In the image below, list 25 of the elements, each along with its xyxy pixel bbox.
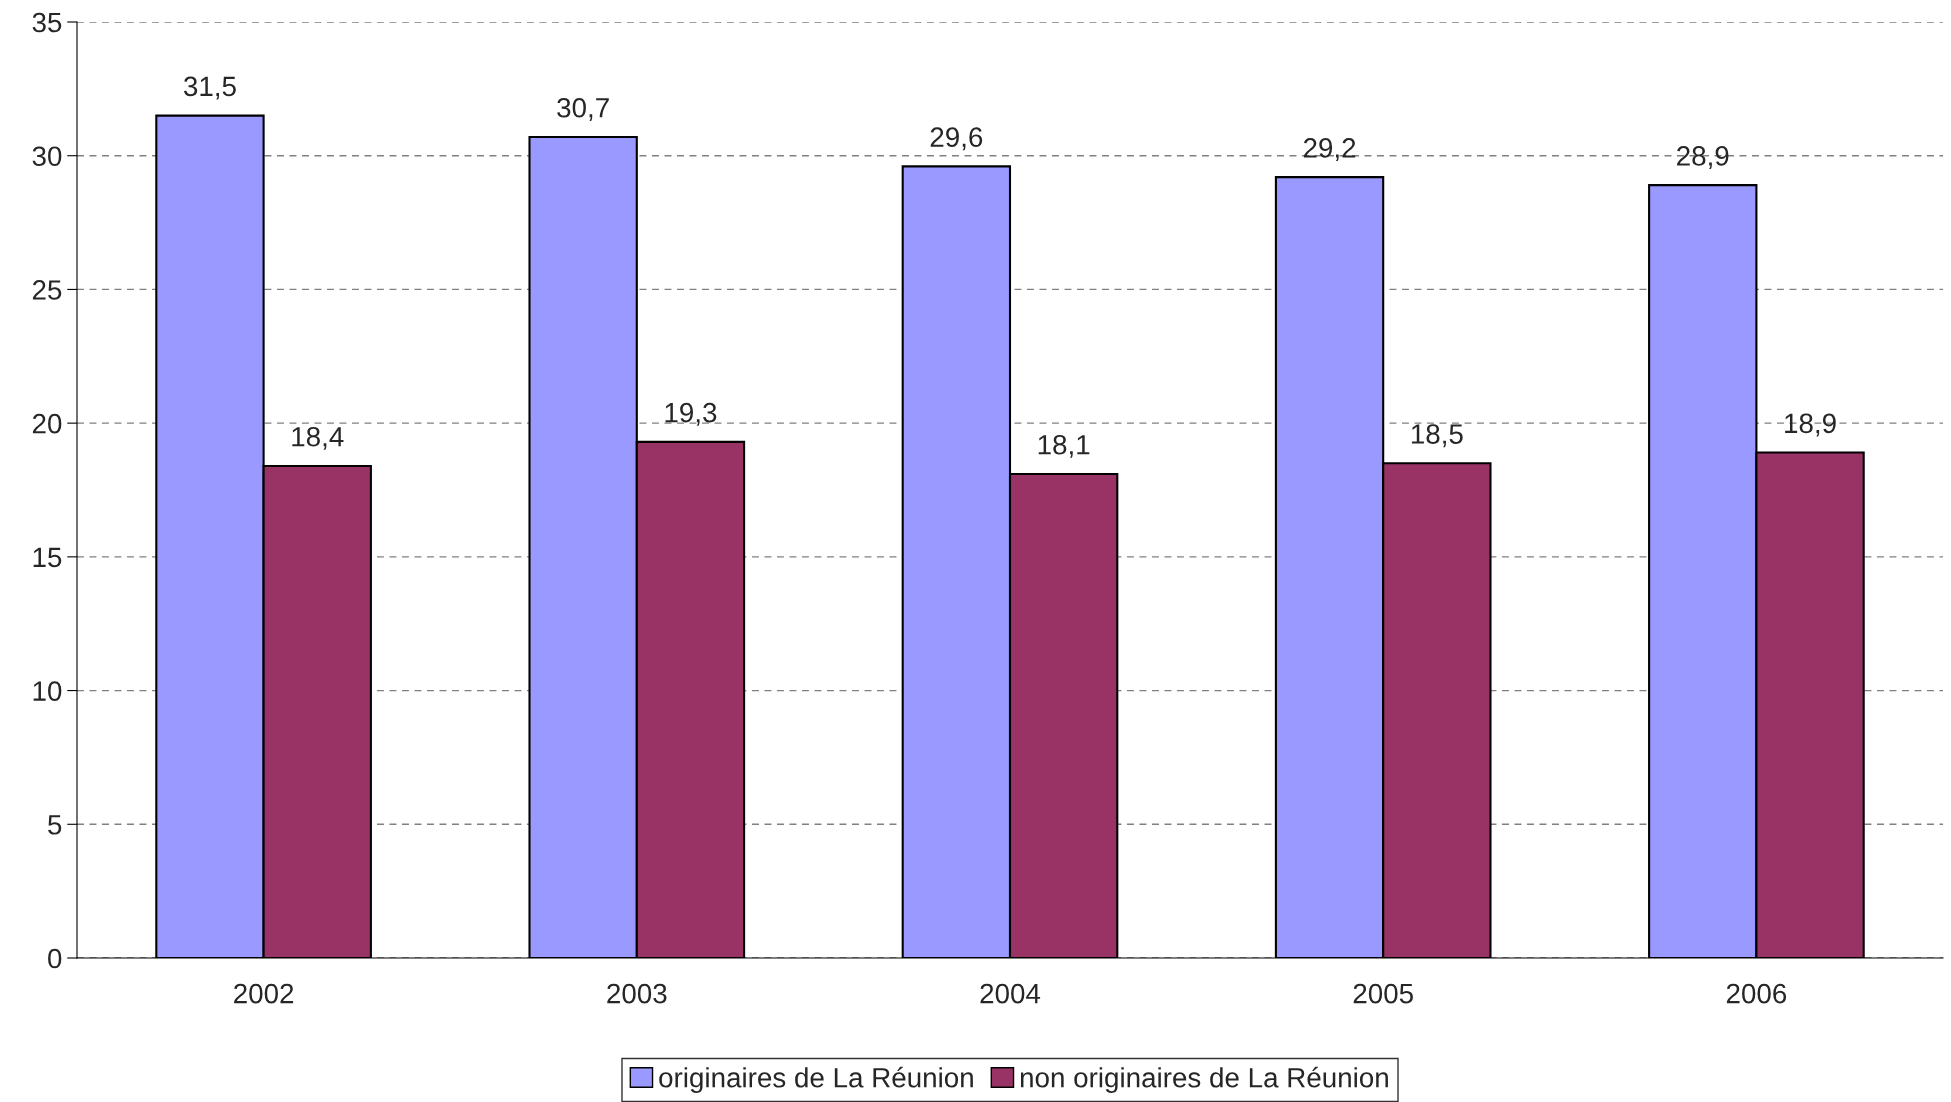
y-tick-label: 0 (48, 948, 62, 969)
data-label: 18,1 (1038, 434, 1090, 458)
y-tick-label: 35 (32, 12, 62, 33)
y-tick-label: 5 (48, 815, 62, 835)
x-tick-label: 2005 (1353, 983, 1413, 1004)
data-label: 30,7 (557, 97, 609, 121)
x-tick-label: 2002 (234, 983, 294, 1004)
x-tick-label: 2004 (980, 983, 1041, 1004)
data-label: 28,9 (1677, 146, 1729, 170)
data-label: 29,2 (1303, 138, 1356, 162)
y-tick-label: 10 (33, 681, 62, 701)
data-label: 31,5 (183, 76, 236, 100)
y-tick-label: 25 (32, 280, 62, 300)
data-label: 18,9 (1785, 413, 1836, 437)
data-label: 19,3 (665, 402, 717, 426)
legend-label: non originaires de La Réunion (1020, 1066, 1388, 1094)
x-tick-label: 2006 (1726, 983, 1787, 1004)
y-tick-label: 20 (32, 413, 62, 434)
data-label: 18,5 (1411, 424, 1463, 448)
y-tick-label: 15 (33, 547, 62, 568)
data-label: 18,4 (292, 426, 344, 450)
data-label: 29,6 (930, 127, 983, 151)
x-tick-label: 2003 (607, 983, 667, 1004)
y-tick-label: 30 (32, 146, 62, 167)
legend-label: originaires de La Réunion (659, 1066, 973, 1094)
